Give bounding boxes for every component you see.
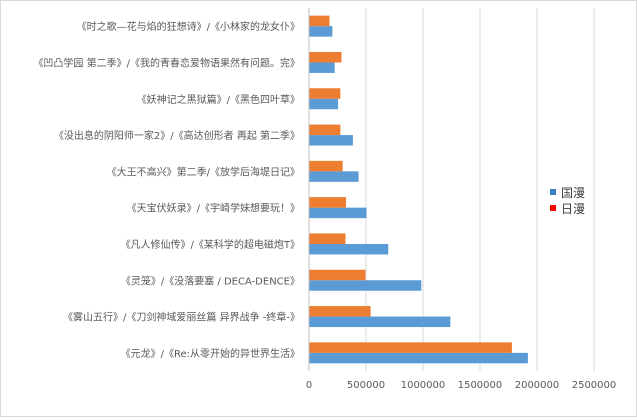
bar-guoman: [309, 62, 335, 73]
x-tick-label: 0: [306, 380, 312, 391]
category-label: 《凹凸学园 第二季》/《我的青春恋爱物语果然有问题。完》: [33, 56, 300, 69]
legend-marker: [550, 189, 556, 195]
category-label: 《妖神记之黑狱篇》/《黑色四叶草》: [137, 93, 300, 106]
bar-guoman: [309, 316, 451, 328]
category-label: 《天宝伏妖录》/《宇崎学妹想要玩！》: [127, 202, 300, 215]
bar-riman: [309, 88, 341, 99]
category-label: 《大王不高兴》第二季/《放学后海堤日记》: [107, 165, 300, 178]
bar-guoman: [309, 352, 528, 364]
bar-riman: [309, 342, 512, 353]
category-label: 《凡人修仙传》/《某科学的超电磁炮T》: [121, 238, 300, 251]
bar-riman: [309, 51, 342, 63]
bar-riman: [309, 160, 343, 172]
x-tick-label: 1500000: [458, 380, 503, 391]
legend-label: 日漫: [561, 202, 585, 216]
category-label: 《时之歌—花与焰的狂想诗》/《小林家的龙女仆》: [77, 20, 300, 33]
bar-guoman: [309, 135, 353, 146]
legend-marker: [550, 205, 556, 211]
category-label: 《没出息的阴阳师一家2》/《高达创形者 再起 第二季》: [54, 129, 300, 142]
bar-guoman: [309, 171, 359, 182]
bar-guoman: [309, 207, 367, 219]
bar-guoman: [309, 243, 389, 255]
bar-guoman: [309, 98, 339, 110]
x-tick-label: 500000: [347, 380, 385, 391]
category-label: 《雾山五行》/《刀剑神域爱丽丝篇 异界战争 -终章-》: [63, 311, 300, 324]
axes: 0 500000 1000000 1500000 2000000 2500000 《元龙》/…: [33, 8, 616, 391]
bar-riman: [309, 124, 341, 136]
bar-guoman: [309, 26, 333, 37]
bar-riman: [309, 233, 346, 244]
legend-label: 国漫: [561, 186, 585, 200]
bar-riman: [309, 15, 330, 27]
bar-riman: [309, 197, 347, 208]
bar-riman: [309, 306, 371, 317]
x-tick-label: 2500000: [572, 380, 617, 391]
category-label: 《灵笼》/《没落要塞 / DECA-DENCE》: [121, 274, 300, 287]
category-label: 《元龙》/《Re:从零开始的异世界生活》: [121, 347, 300, 360]
x-tick-label: 1000000: [401, 380, 446, 391]
x-tick-label: 2000000: [515, 380, 560, 391]
bar-riman: [309, 269, 366, 281]
bar-guoman: [309, 280, 422, 291]
bars: [309, 15, 528, 364]
